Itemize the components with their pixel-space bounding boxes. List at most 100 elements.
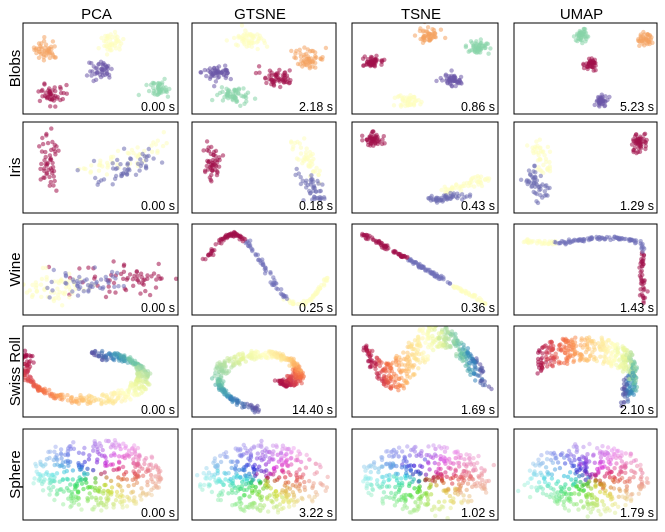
- scatter-point: [204, 466, 209, 471]
- scatter-point: [51, 267, 56, 273]
- scatter-point: [44, 163, 49, 168]
- scatter-point: [630, 370, 635, 375]
- scatter-point: [219, 69, 225, 75]
- scatter-point: [226, 392, 231, 397]
- scatter-point: [544, 192, 549, 198]
- scatter-point: [104, 475, 109, 480]
- scatter-point: [39, 149, 45, 154]
- scatter-point: [122, 453, 127, 459]
- scatter-point: [131, 385, 136, 391]
- scatter-point: [133, 501, 139, 506]
- scatter-point: [255, 32, 260, 37]
- scatter-point: [18, 292, 22, 296]
- scatter-point: [418, 500, 423, 505]
- scatter-point: [262, 271, 268, 276]
- scatter-point: [291, 144, 296, 149]
- scatter-point: [150, 465, 156, 471]
- scatter-point: [533, 170, 538, 175]
- scatter-point: [403, 496, 408, 501]
- scatter-point: [105, 160, 110, 166]
- scatter-point: [314, 291, 319, 296]
- scatter-point: [404, 467, 409, 472]
- scatter-point: [413, 352, 418, 357]
- scatter-point: [485, 41, 491, 47]
- scatter-points: [361, 443, 496, 520]
- scatter-point: [443, 470, 448, 475]
- scatter-point: [165, 94, 171, 99]
- scatter-point: [124, 171, 130, 177]
- scatter-point: [160, 143, 166, 149]
- panel-sphere-gtsne: 3.22 s: [191, 428, 337, 521]
- scatter-point: [240, 355, 246, 361]
- scatter-point: [223, 63, 228, 68]
- scatter-points: [195, 438, 330, 515]
- scatter-point: [266, 509, 271, 514]
- scatter-points: [198, 23, 329, 109]
- scatter-point: [234, 501, 239, 507]
- scatter-point: [387, 484, 392, 489]
- scatter-point: [401, 368, 406, 373]
- scatter-point: [625, 389, 630, 394]
- scatter-point: [314, 470, 319, 475]
- scatter-point: [91, 507, 96, 512]
- scatter-point: [473, 484, 479, 489]
- scatter-point: [252, 467, 257, 472]
- scatter-point: [47, 183, 52, 188]
- scatter-point: [133, 172, 139, 177]
- scatter-point: [107, 75, 112, 80]
- scatter-point: [407, 453, 412, 458]
- scatter-point: [76, 401, 81, 406]
- scatter-point: [372, 134, 377, 139]
- scatter-point: [469, 294, 474, 299]
- scatter-point: [209, 376, 215, 381]
- scatter-point: [625, 348, 630, 353]
- scatter-point: [39, 294, 44, 300]
- scatter-point: [467, 194, 473, 199]
- scatter-point: [209, 489, 215, 495]
- scatter-point: [90, 69, 95, 74]
- scatter-point: [113, 33, 118, 38]
- scatter-point: [541, 162, 546, 168]
- scatter-point: [264, 44, 270, 49]
- scatter-point: [365, 137, 370, 143]
- scatter-point: [40, 141, 46, 147]
- scatter-point: [100, 447, 105, 453]
- scatter-point: [396, 376, 402, 381]
- scatter-point: [125, 162, 130, 167]
- scatter-point: [71, 279, 77, 284]
- scatter-point: [103, 294, 109, 300]
- scatter-point: [211, 460, 216, 465]
- scatter-point: [83, 476, 89, 482]
- scatter-point: [460, 197, 465, 202]
- scatter-point: [93, 66, 99, 71]
- scatter-point: [565, 361, 570, 366]
- scatter-point: [89, 61, 94, 66]
- scatter-point: [136, 469, 141, 474]
- scatter-point: [244, 450, 249, 456]
- scatter-point: [201, 471, 206, 476]
- scatter-point: [77, 475, 82, 480]
- scatter-point: [47, 96, 53, 102]
- scatter-point: [581, 31, 586, 36]
- scatter-point: [228, 396, 234, 401]
- scatter-point: [486, 51, 491, 56]
- scatter-point: [284, 73, 290, 78]
- scatter-point: [254, 505, 260, 510]
- scatter-point: [478, 37, 483, 42]
- scatter-point: [47, 89, 52, 94]
- scatter-point: [400, 480, 405, 486]
- scatter-point: [125, 494, 130, 500]
- scatter-point: [60, 477, 66, 482]
- scatter-point: [538, 193, 543, 198]
- scatter-point: [428, 320, 432, 324]
- scatter-point: [263, 76, 268, 81]
- scatter-point: [639, 278, 644, 283]
- scatter-point: [637, 149, 643, 154]
- scatter-point: [412, 338, 418, 343]
- scatter-point: [138, 157, 143, 162]
- scatter-point: [252, 488, 258, 493]
- scatter-point: [297, 451, 303, 457]
- scatter-point: [87, 484, 92, 490]
- scatter-point: [453, 185, 458, 191]
- scatter-point: [130, 477, 135, 482]
